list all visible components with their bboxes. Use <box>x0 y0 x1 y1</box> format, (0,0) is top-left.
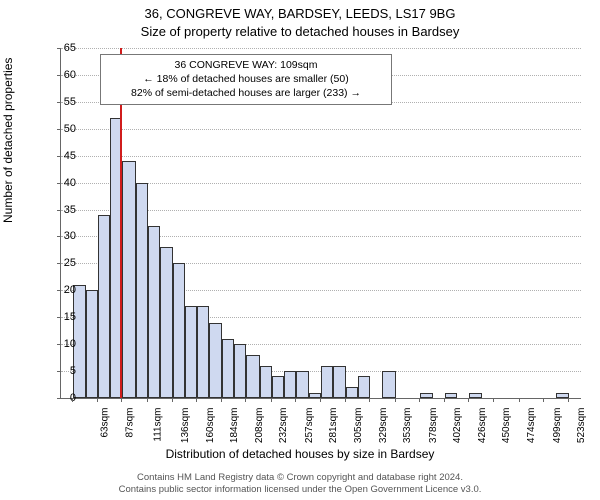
histogram-bar <box>321 366 333 398</box>
histogram-bar <box>284 371 296 398</box>
histogram-bar <box>333 366 345 398</box>
xtick-label: 402sqm <box>452 408 463 444</box>
histogram-bar <box>86 290 98 398</box>
histogram-bar <box>234 344 246 398</box>
xtick-mark <box>369 398 370 402</box>
ytick-label: 55 <box>46 96 76 108</box>
y-axis-label: Number of detached properties <box>1 58 15 223</box>
histogram-bar <box>346 387 358 398</box>
xtick-label: 474sqm <box>526 408 537 444</box>
histogram-bar <box>260 366 272 398</box>
ytick-label: 35 <box>46 204 76 216</box>
histogram-bar <box>136 183 148 398</box>
gridline-h <box>61 156 581 157</box>
xtick-mark <box>419 398 420 402</box>
xtick-label: 499sqm <box>552 408 563 444</box>
xtick-mark <box>543 398 544 402</box>
footer-attribution: Contains HM Land Registry data © Crown c… <box>0 472 600 496</box>
histogram-bar <box>160 247 172 398</box>
xtick-label: 523sqm <box>576 408 587 444</box>
histogram-bar <box>469 393 481 398</box>
annotation-box: 36 CONGREVE WAY: 109sqm ← 18% of detache… <box>100 54 392 105</box>
xtick-label: 305sqm <box>353 408 364 444</box>
xtick-label: 426sqm <box>477 408 488 444</box>
xtick-label: 111sqm <box>153 408 164 442</box>
x-axis-label: Distribution of detached houses by size … <box>0 447 600 461</box>
ytick-label: 15 <box>46 311 76 323</box>
histogram-bar <box>358 376 370 398</box>
annotation-line2: ← 18% of detached houses are smaller (50… <box>107 72 385 86</box>
histogram-bar <box>272 376 284 398</box>
xtick-label: 63sqm <box>100 408 111 438</box>
xtick-label: 281sqm <box>329 408 340 444</box>
ytick-label: 20 <box>46 284 76 296</box>
histogram-bar <box>445 393 457 398</box>
xtick-mark <box>72 398 73 402</box>
xtick-mark <box>295 398 296 402</box>
histogram-bar <box>185 306 197 398</box>
xtick-label: 378sqm <box>428 408 439 444</box>
xtick-label: 232sqm <box>278 408 289 444</box>
xtick-mark <box>468 398 469 402</box>
ytick-label: 60 <box>46 69 76 81</box>
xtick-mark <box>221 398 222 402</box>
xtick-mark <box>97 398 98 402</box>
ytick-label: 40 <box>46 177 76 189</box>
xtick-label: 208sqm <box>254 408 265 444</box>
histogram-bar <box>246 355 259 398</box>
xtick-label: 87sqm <box>124 408 135 438</box>
xtick-label: 184sqm <box>229 408 240 444</box>
annotation-line3: 82% of semi-detached houses are larger (… <box>107 86 385 100</box>
histogram-bar <box>420 393 432 398</box>
histogram-bar <box>122 161 135 398</box>
ytick-label: 50 <box>46 123 76 135</box>
xtick-label: 136sqm <box>180 408 191 444</box>
xtick-mark <box>493 398 494 402</box>
chart-title-subtitle: Size of property relative to detached ho… <box>0 24 600 39</box>
xtick-mark <box>519 398 520 402</box>
xtick-mark <box>568 398 569 402</box>
ytick-label: 25 <box>46 257 76 269</box>
histogram-bar <box>148 226 160 398</box>
gridline-h <box>61 129 581 130</box>
ytick-label: 65 <box>46 42 76 54</box>
xtick-mark <box>320 398 321 402</box>
xtick-mark <box>271 398 272 402</box>
xtick-label: 257sqm <box>304 408 315 444</box>
chart-container: 36, CONGREVE WAY, BARDSEY, LEEDS, LS17 9… <box>0 0 600 500</box>
annotation-line1: 36 CONGREVE WAY: 109sqm <box>107 58 385 72</box>
histogram-bar <box>222 339 234 398</box>
xtick-mark <box>147 398 148 402</box>
xtick-label: 450sqm <box>502 408 513 444</box>
xtick-mark <box>121 398 122 402</box>
histogram-bar <box>98 215 110 398</box>
xtick-mark <box>395 398 396 402</box>
chart-title-address: 36, CONGREVE WAY, BARDSEY, LEEDS, LS17 9… <box>0 6 600 21</box>
xtick-label: 329sqm <box>378 408 389 444</box>
ytick-label: 30 <box>46 230 76 242</box>
ytick-label: 10 <box>46 338 76 350</box>
xtick-mark <box>172 398 173 402</box>
xtick-label: 353sqm <box>402 408 413 444</box>
histogram-bar <box>209 323 221 398</box>
histogram-bar <box>173 263 185 398</box>
footer-line1: Contains HM Land Registry data © Crown c… <box>0 472 600 484</box>
histogram-bar <box>197 306 209 398</box>
histogram-bar <box>296 371 308 398</box>
xtick-mark <box>345 398 346 402</box>
xtick-label: 160sqm <box>205 408 216 444</box>
ytick-label: 5 <box>46 365 76 377</box>
histogram-bar <box>382 371 395 398</box>
xtick-mark <box>196 398 197 402</box>
ytick-label: 45 <box>46 150 76 162</box>
gridline-h <box>61 48 581 49</box>
footer-line2: Contains public sector information licen… <box>0 484 600 496</box>
xtick-mark <box>245 398 246 402</box>
xtick-mark <box>444 398 445 402</box>
